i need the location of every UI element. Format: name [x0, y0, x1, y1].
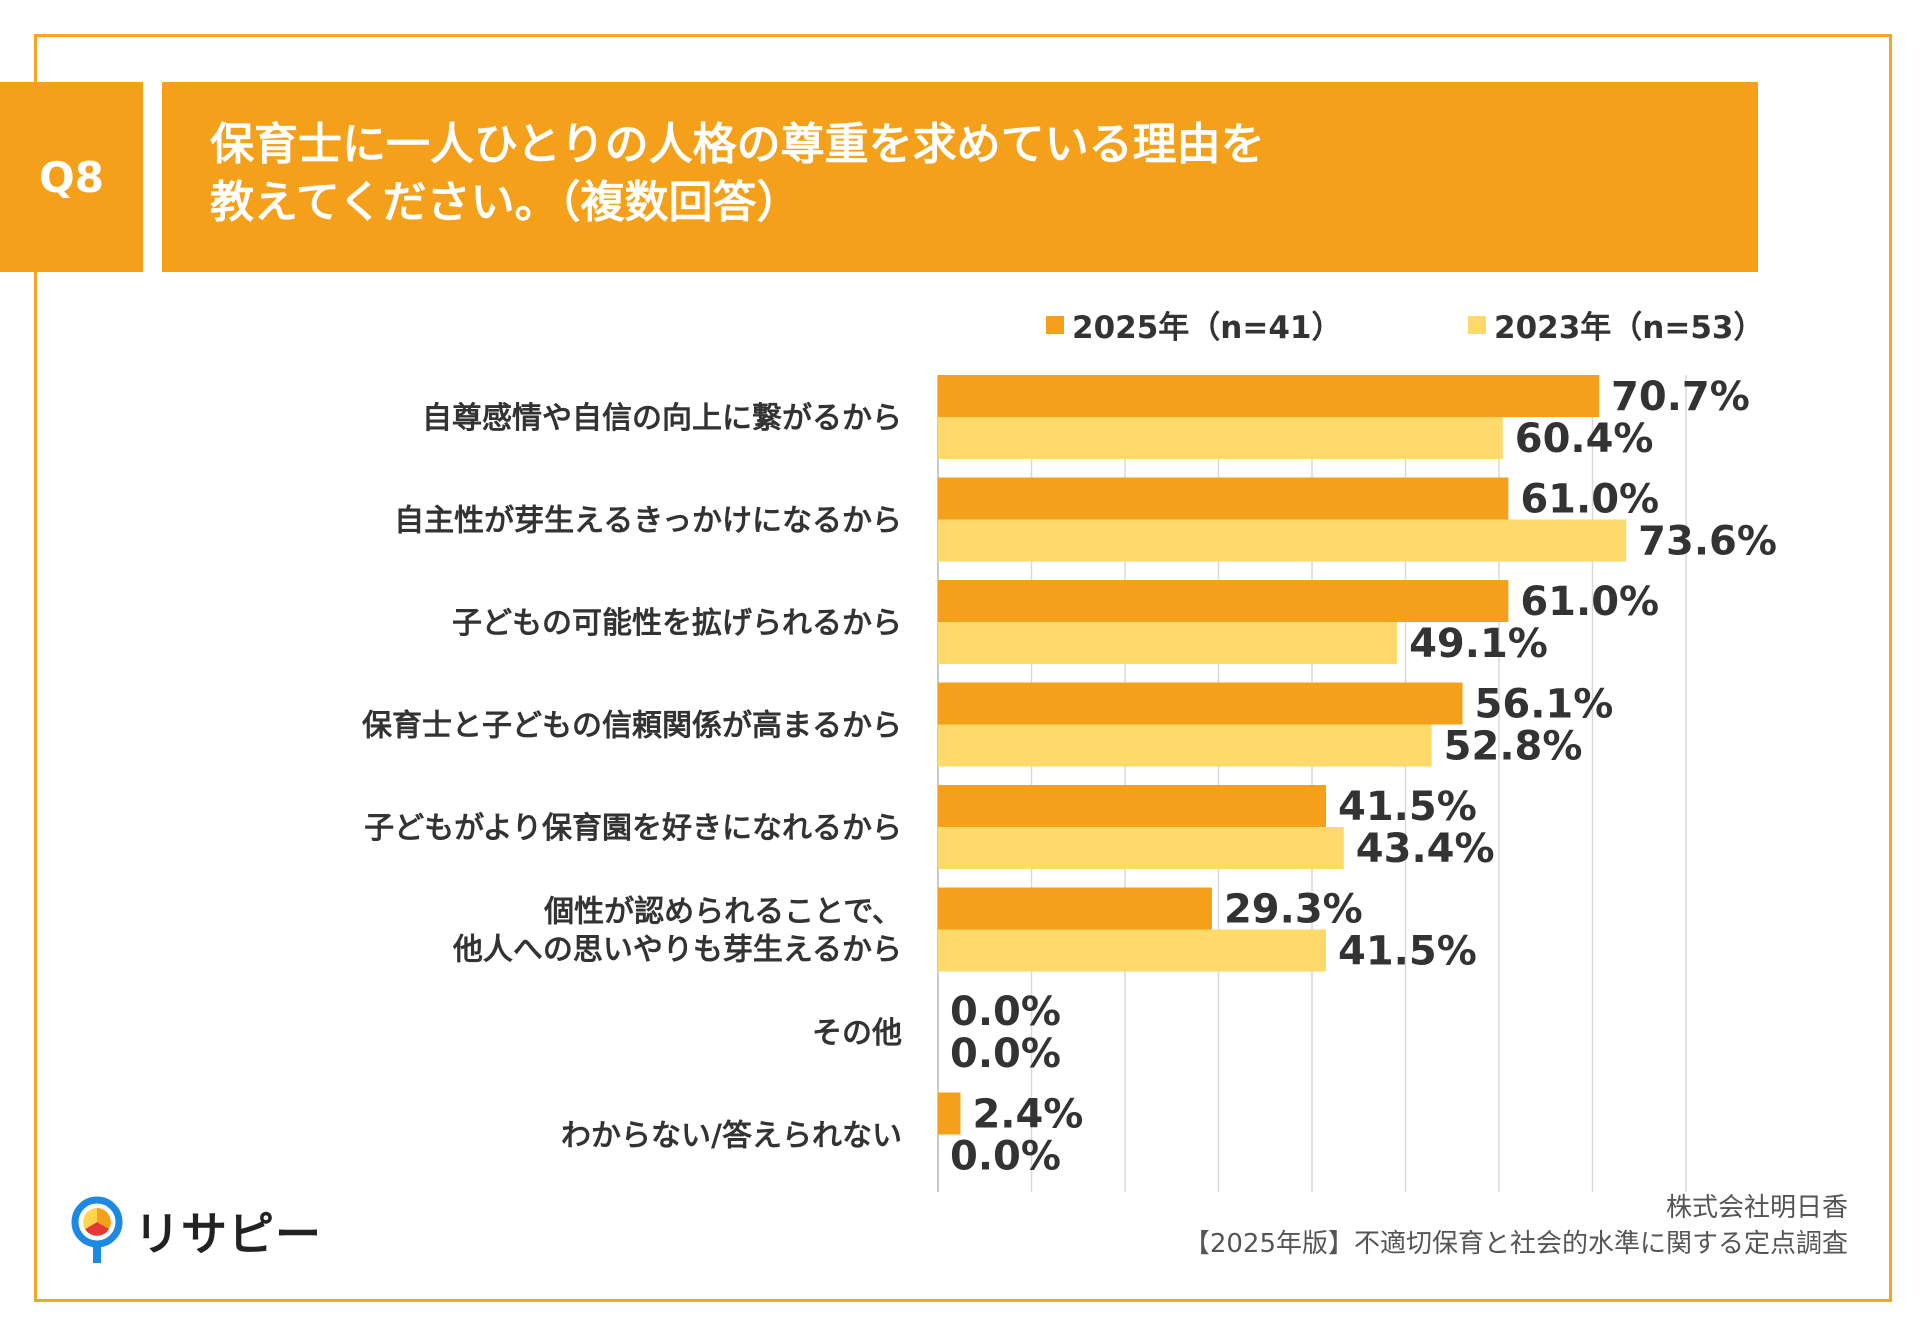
- category-label: 保育士と子どもの信頼関係が高まるから: [362, 709, 902, 744]
- chart-frame: [34, 34, 1892, 1302]
- bar-2025: [938, 580, 1509, 622]
- data-label-2025: 56.1%: [1475, 682, 1614, 728]
- map-pin-icon: [71, 1196, 123, 1263]
- data-label-2025: 41.5%: [1338, 784, 1477, 830]
- data-label-2023: 60.4%: [1515, 416, 1654, 462]
- legend-item-2025: 2025年（n=41）: [1046, 302, 1342, 347]
- source-survey: 【2025年版】不適切保育と社会的水準に関する定点調査: [1183, 1229, 1848, 1259]
- bar-2023: [938, 827, 1344, 869]
- data-label-2025: 61.0%: [1520, 579, 1659, 625]
- question-number-badge: Q8: [0, 82, 143, 272]
- title-line-2: 教えてください。（複数回答）: [210, 177, 801, 228]
- bar-2023: [938, 724, 1432, 767]
- source-note: 株式会社明日香 【2025年版】不適切保育と社会的水準に関する定点調査: [1184, 1190, 1848, 1262]
- title-banner: 保育士に一人ひとりの人格の尊重を求めている理由を 教えてください。（複数回答）: [162, 82, 1758, 272]
- bar-2023: [938, 519, 1627, 562]
- data-label-2025: 0.0%: [950, 989, 1061, 1035]
- data-label-2023: 0.0%: [950, 1031, 1061, 1077]
- question-number: Q8: [39, 152, 104, 202]
- category-label: わからない/答えられない: [561, 1119, 902, 1154]
- data-label-2023: 49.1%: [1409, 621, 1548, 667]
- category-label: その他: [812, 1016, 902, 1051]
- category-label: 自尊感情や自信の向上に繋がるから: [422, 401, 902, 436]
- bar-2023: [938, 622, 1398, 664]
- data-label-2023: 43.4%: [1356, 826, 1495, 872]
- data-label-2025: 2.4%: [972, 1092, 1083, 1138]
- bar-2025: [938, 375, 1600, 417]
- data-label-2023: 73.6%: [1638, 519, 1777, 565]
- logo-text: リサピー: [134, 1207, 322, 1261]
- category-label: 個性が認められることで、他人への思いやりも芽生えるから: [452, 895, 902, 968]
- bar-2023: [938, 929, 1327, 972]
- bar-2025: [938, 785, 1327, 827]
- logo: リサピー: [70, 1195, 322, 1267]
- bar-2025: [938, 887, 1212, 930]
- bar-2023: [938, 417, 1503, 459]
- data-label-2023: 52.8%: [1444, 724, 1583, 770]
- legend-label-2025: 2025年（n=41）: [1072, 310, 1343, 346]
- data-label-2023: 0.0%: [950, 1134, 1061, 1180]
- category-label: 子どもの可能性を拡げられるから: [452, 606, 902, 641]
- legend-swatch-2025: [1046, 315, 1064, 334]
- title-line-1: 保育士に一人ひとりの人格の尊重を求めている理由を: [210, 119, 1265, 170]
- data-label-2023: 41.5%: [1338, 929, 1477, 975]
- chart-title: 保育士に一人ひとりの人格の尊重を求めている理由を 教えてください。（複数回答）: [210, 116, 1710, 232]
- bar-2025: [938, 682, 1463, 725]
- legend-label-2023: 2023年（n=53）: [1494, 310, 1765, 346]
- bar-2025: [938, 1092, 961, 1135]
- source-company: 株式会社明日香: [1665, 1193, 1848, 1223]
- data-label-2025: 70.7%: [1611, 374, 1750, 420]
- legend-item-2023: 2023年（n=53）: [1468, 302, 1764, 347]
- legend-swatch-2023: [1468, 315, 1486, 334]
- data-label-2025: 61.0%: [1520, 477, 1659, 523]
- bar-2025: [938, 477, 1509, 520]
- data-label-2025: 29.3%: [1224, 887, 1363, 933]
- category-label: 自主性が芽生えるきっかけになるから: [394, 504, 902, 539]
- category-label: 子どもがより保育園を好きになれるから: [364, 811, 902, 846]
